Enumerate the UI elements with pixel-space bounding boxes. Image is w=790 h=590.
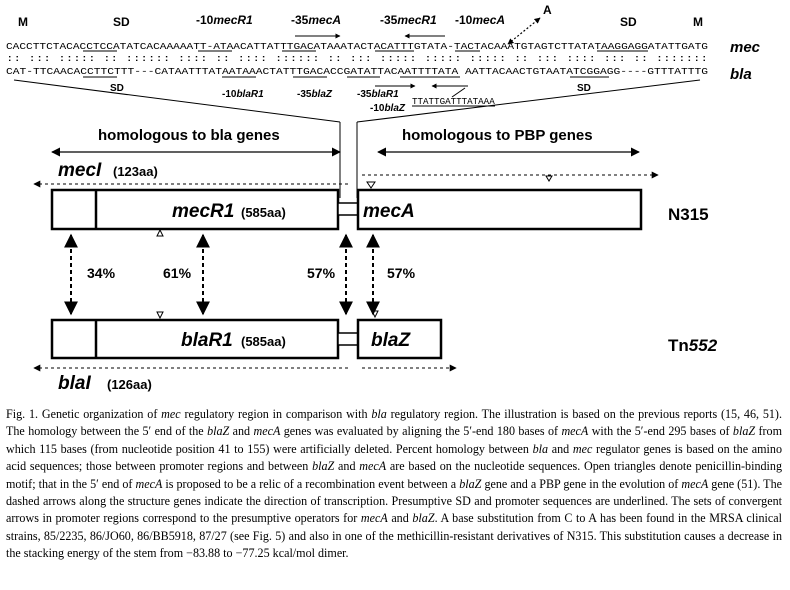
caption-gene-name: blaZ (312, 459, 335, 474)
caption-text: Genetic organization of (41, 407, 162, 421)
blaR1-size-label: (585aa) (241, 334, 286, 349)
bla-extra-connector (451, 87, 466, 98)
genetic-map-figure: M SD -10mecR1 -35mecA -35mecR1 -10mecA S… (6, 3, 761, 394)
caption-text: gene (51). The dashed arrows along the s… (6, 476, 782, 526)
mecA-gene-box (356, 188, 643, 231)
caption-text: are based on the nucleotide sequences. O… (6, 459, 783, 491)
bla-row-label: bla (730, 66, 752, 83)
caption-text: . A base substitution from C to A has be… (6, 511, 783, 561)
pbp-motif-triangle-blaR1 (156, 311, 164, 320)
bla-promoter-region (337, 332, 359, 346)
minus35-mecA-marker: -35mecA (291, 13, 341, 27)
caption-gene-name: mecA (253, 424, 281, 439)
bla-sequence: CAT-TTCAACACCTTCTTT---CATAATTTATAATAAACT… (6, 66, 708, 77)
mecI-size-label: (123aa) (113, 164, 158, 179)
homologous-bla-label: homologous to bla genes (98, 127, 280, 144)
mecI-gene-label: mecI (58, 160, 102, 181)
caption-text: regulatory region. The illustration is b… (6, 407, 782, 439)
figure-label: Fig. 1. (6, 407, 39, 421)
caption-gene-name: mecA (681, 476, 709, 491)
minus35-blaR1-marker: -35blaR1 (357, 89, 399, 100)
minus10-blaR1-marker: -10blaR1 (222, 89, 264, 100)
caption-text: genes was evaluated by aligning the 5′-e… (280, 424, 562, 439)
caption-text: and (387, 511, 413, 526)
zoom-guide-right (356, 79, 701, 123)
zoom-guide-left (13, 79, 341, 123)
minus35-blaZ-marker: -35blaZ (297, 89, 333, 100)
homology-percent-mecI-blaI: 34% (87, 265, 116, 281)
caption-text: and (548, 441, 573, 456)
pbp-motif-triangle-mecA (545, 175, 553, 182)
caption-text: regulator genes is based on the amino ac… (6, 441, 782, 474)
caption-text: with the 5′-end 295 bases of (588, 424, 733, 439)
caption-gene-name: blaZ (732, 424, 756, 439)
minus10-mecR1-marker: -10mecR1 (196, 13, 253, 27)
homology-percent-mecR1-blaR1: 61% (163, 265, 192, 281)
strain-tn552-label: Tn552 (668, 336, 718, 355)
start-codon-marker-mec: M (18, 15, 28, 29)
mecR1-gene-label: mecR1 (172, 201, 234, 222)
blaZ-gene-label: blaZ (371, 330, 411, 351)
mecA-gene-label: mecA (363, 201, 415, 222)
caption-text: is proposed to be a relic of a recombina… (162, 476, 460, 491)
pbp-motif-triangle-mecA-5end (366, 181, 376, 189)
pbp-motif-triangle-mecR1 (156, 228, 164, 237)
blaR1-gene-label: blaR1 (181, 330, 233, 351)
caption-text: regulatory region in comparison with (180, 407, 372, 421)
sd-marker-mec-right: SD (620, 15, 637, 29)
caption-text: and (334, 459, 360, 474)
caption-text: from which 115 bases (from nucleotide po… (6, 424, 782, 456)
homology-percent-mecA-blaZ: 57% (387, 265, 416, 281)
homologous-pbp-label: homologous to PBP genes (402, 127, 593, 144)
figure-caption: Fig. 1. Genetic organization of mec regu… (6, 406, 782, 563)
alignment-match-line: :: ::: ::::: :: :::::: :::: :: :::: ::::… (6, 53, 708, 64)
caption-gene-name: mecA (359, 459, 387, 474)
sd-marker-bla-right: SD (577, 83, 591, 94)
blaI-blaR1-gene-box (50, 318, 340, 360)
homology-arrows (64, 233, 380, 316)
blaI-gene-label: blaI (58, 373, 91, 394)
caption-gene-name: bla (371, 407, 387, 421)
caption-gene-name: mecA (561, 424, 589, 439)
bla-extra-sequence: TTATTGATTTATAAA (412, 96, 495, 107)
strain-n315-label: N315 (668, 205, 709, 224)
mecR1-size-label: (585aa) (241, 205, 286, 220)
caption-gene-name: mec (572, 441, 593, 456)
caption-text: gene and a PBP gene in the evolution of (481, 476, 682, 491)
caption-gene-name: bla (532, 441, 549, 456)
minus35-mecR1-marker: -35mecR1 (380, 13, 437, 27)
mec-promoter-region (337, 202, 359, 216)
caption-gene-name: blaZ (412, 511, 435, 526)
mec-row-label: mec (730, 39, 761, 56)
start-codon-marker-mec-right: M (693, 15, 703, 29)
caption-gene-name: blaZ (459, 476, 482, 491)
caption-gene-name: mecA (360, 511, 388, 526)
minus10-mecA-marker: -10mecA (455, 13, 505, 27)
blaZ-gene-box (356, 318, 443, 360)
substitution-label: A (543, 3, 552, 17)
mec-sequence: CACCTTCTACACCTCCATATCACAAAAATT-ATAACATTA… (6, 41, 708, 52)
blaI-size-label: (126aa) (107, 377, 152, 392)
minus10-blaZ-marker: -10blaZ (370, 103, 406, 114)
mecI-mecR1-gene-box (50, 188, 340, 231)
caption-gene-name: mec (161, 407, 181, 421)
caption-gene-name: mecA (135, 476, 163, 491)
sd-marker-bla: SD (110, 83, 124, 94)
caption-text: and (229, 424, 254, 439)
homology-percent-promoter: 57% (307, 265, 336, 281)
sd-marker-mec: SD (113, 15, 130, 29)
substitution-arrow (507, 17, 541, 45)
caption-body: Genetic organization of mec regulatory r… (6, 407, 782, 560)
caption-gene-name: blaZ (207, 424, 230, 439)
